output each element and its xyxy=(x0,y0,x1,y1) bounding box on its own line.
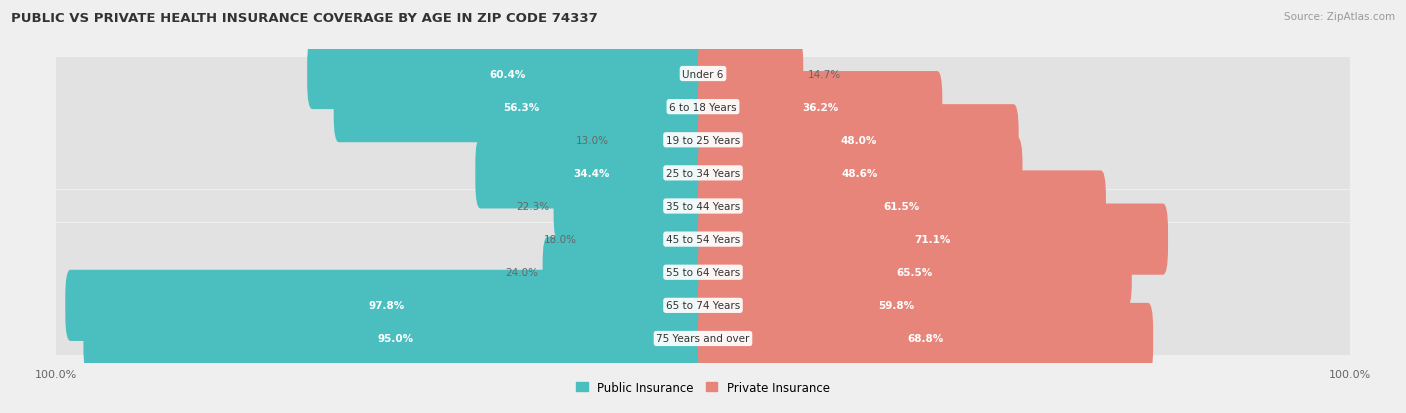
FancyBboxPatch shape xyxy=(697,105,1018,176)
FancyBboxPatch shape xyxy=(333,72,709,143)
FancyBboxPatch shape xyxy=(697,237,1132,308)
FancyBboxPatch shape xyxy=(543,237,709,308)
Text: 34.4%: 34.4% xyxy=(574,169,610,178)
Text: 68.8%: 68.8% xyxy=(907,334,943,344)
Bar xyxy=(56,322,1350,355)
Text: 75 Years and over: 75 Years and over xyxy=(657,334,749,344)
Text: 95.0%: 95.0% xyxy=(378,334,413,344)
Text: 71.1%: 71.1% xyxy=(915,235,950,244)
FancyBboxPatch shape xyxy=(614,105,709,176)
Text: 97.8%: 97.8% xyxy=(368,301,405,311)
Text: Source: ZipAtlas.com: Source: ZipAtlas.com xyxy=(1284,12,1395,22)
FancyBboxPatch shape xyxy=(83,303,709,374)
Bar xyxy=(56,223,1350,256)
Text: 48.6%: 48.6% xyxy=(842,169,879,178)
Text: 25 to 34 Years: 25 to 34 Years xyxy=(666,169,740,178)
Text: 13.0%: 13.0% xyxy=(576,135,609,145)
Text: 65 to 74 Years: 65 to 74 Years xyxy=(666,301,740,311)
Bar xyxy=(56,157,1350,190)
FancyBboxPatch shape xyxy=(554,171,709,242)
Bar xyxy=(56,91,1350,124)
Text: 36.2%: 36.2% xyxy=(801,102,838,112)
Text: PUBLIC VS PRIVATE HEALTH INSURANCE COVERAGE BY AGE IN ZIP CODE 74337: PUBLIC VS PRIVATE HEALTH INSURANCE COVER… xyxy=(11,12,598,25)
Text: 24.0%: 24.0% xyxy=(505,268,538,278)
Text: 19 to 25 Years: 19 to 25 Years xyxy=(666,135,740,145)
Text: 22.3%: 22.3% xyxy=(516,202,550,211)
FancyBboxPatch shape xyxy=(697,39,803,110)
Text: 60.4%: 60.4% xyxy=(489,69,526,79)
Bar xyxy=(56,289,1350,322)
Text: 48.0%: 48.0% xyxy=(839,135,876,145)
Text: 56.3%: 56.3% xyxy=(503,102,538,112)
FancyBboxPatch shape xyxy=(697,72,942,143)
FancyBboxPatch shape xyxy=(475,138,709,209)
FancyBboxPatch shape xyxy=(697,303,1153,374)
Bar xyxy=(56,256,1350,289)
FancyBboxPatch shape xyxy=(697,270,1095,341)
Text: 65.5%: 65.5% xyxy=(897,268,934,278)
FancyBboxPatch shape xyxy=(582,204,709,275)
Text: 18.0%: 18.0% xyxy=(544,235,576,244)
Bar xyxy=(56,190,1350,223)
Text: 59.8%: 59.8% xyxy=(879,301,914,311)
Text: 61.5%: 61.5% xyxy=(884,202,920,211)
Text: 6 to 18 Years: 6 to 18 Years xyxy=(669,102,737,112)
Text: 45 to 54 Years: 45 to 54 Years xyxy=(666,235,740,244)
FancyBboxPatch shape xyxy=(307,39,709,110)
Legend: Public Insurance, Private Insurance: Public Insurance, Private Insurance xyxy=(571,376,835,399)
FancyBboxPatch shape xyxy=(697,171,1107,242)
FancyBboxPatch shape xyxy=(697,204,1168,275)
FancyBboxPatch shape xyxy=(65,270,709,341)
Text: 35 to 44 Years: 35 to 44 Years xyxy=(666,202,740,211)
Text: Under 6: Under 6 xyxy=(682,69,724,79)
Text: 14.7%: 14.7% xyxy=(808,69,841,79)
FancyBboxPatch shape xyxy=(697,138,1022,209)
Bar xyxy=(56,58,1350,91)
Text: 55 to 64 Years: 55 to 64 Years xyxy=(666,268,740,278)
Bar xyxy=(56,124,1350,157)
